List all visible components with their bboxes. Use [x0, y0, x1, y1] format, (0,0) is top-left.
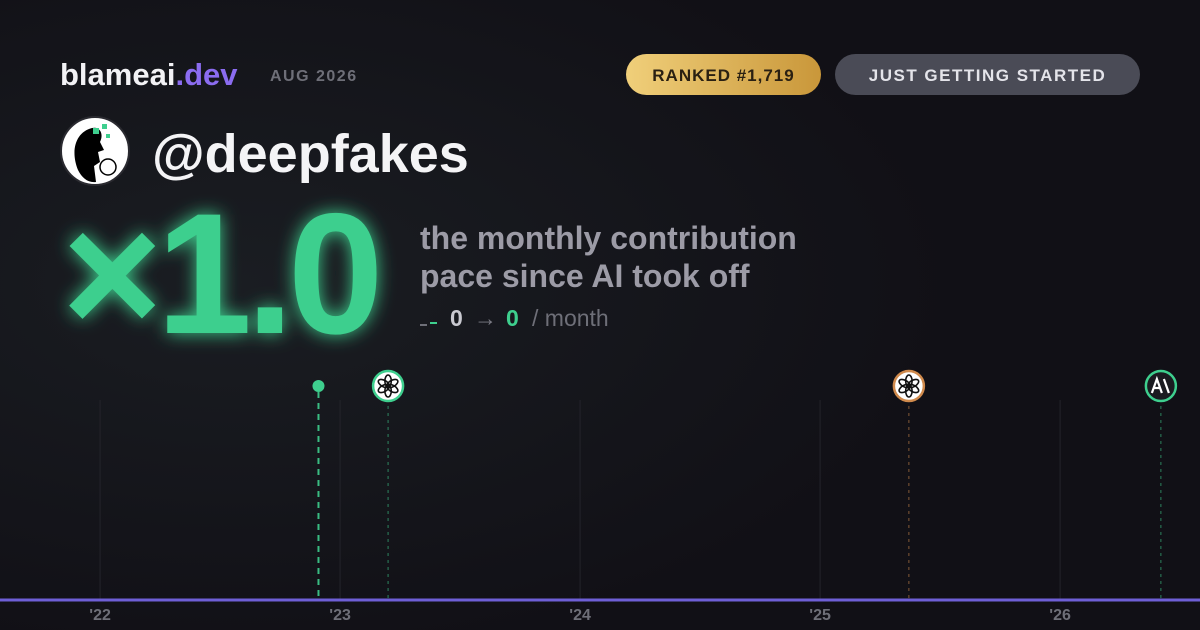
- event-dot: [312, 380, 325, 392]
- event-icon: [898, 378, 911, 389]
- date: AUG 2026: [270, 68, 358, 85]
- brand-tld: .dev: [175, 57, 238, 92]
- event: [371, 369, 405, 600]
- status-badge: [835, 54, 1140, 95]
- x-tick-label: '25: [809, 607, 831, 624]
- brand-name: blameai: [60, 57, 175, 92]
- status: JUST GETTING STARTED: [869, 66, 1106, 85]
- x-tick-label: '24: [569, 607, 591, 624]
- brand: blameai.dev: [60, 57, 238, 92]
- multiplier: ×1.0: [62, 178, 378, 370]
- x-tick-label: '23: [329, 607, 351, 624]
- description-line: the monthly contribution: [420, 220, 797, 256]
- handle: @deepfakes: [152, 124, 469, 184]
- pace-after: 0: [506, 305, 519, 331]
- timeline: '22 '23 '24 '25 '26: [89, 369, 1178, 624]
- event: [312, 380, 325, 600]
- event-icon: [1150, 375, 1170, 394]
- event-badge: [371, 369, 405, 403]
- pace-before: 0: [450, 305, 463, 331]
- event-icon: [377, 378, 390, 389]
- event: [1144, 369, 1178, 600]
- rank: RANKED #1,719: [652, 66, 794, 85]
- event-badge: [1144, 369, 1178, 403]
- x-tick-label: '26: [1049, 607, 1071, 624]
- description-line: pace since AI took off: [420, 258, 750, 294]
- event: [892, 369, 926, 600]
- x-tick-label: '22: [89, 607, 111, 624]
- pace-unit: / month: [532, 305, 609, 331]
- sparkline: [420, 322, 437, 326]
- pace-arrow: →: [474, 305, 497, 331]
- rank-badge: [626, 54, 821, 95]
- avatar: [60, 116, 130, 186]
- event-badge: [892, 369, 926, 403]
